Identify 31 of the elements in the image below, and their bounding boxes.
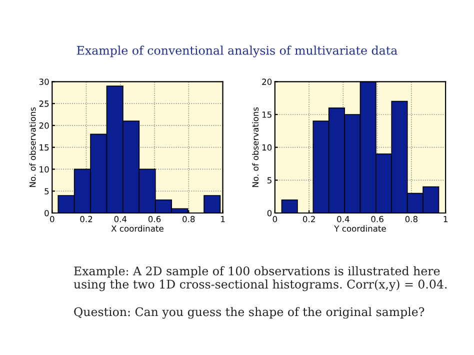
y-tick-label: 30	[39, 78, 49, 85]
y-axis-title: No. of observations	[252, 107, 259, 187]
x-tick-label: 1	[444, 216, 448, 222]
y-tick-label: 10	[40, 166, 49, 172]
chart-title: Example of conventional analysis of multivariate data	[76, 46, 398, 58]
x-tick-label: 0.6	[148, 216, 161, 222]
y-tick-label: 25	[39, 100, 49, 107]
x-tick-label: 0	[50, 216, 54, 222]
x-tick-label: 0.8	[182, 216, 195, 222]
y-tick-label: 20	[39, 122, 49, 129]
x-axis-title: Y coordinate	[334, 225, 386, 232]
y-axis-title: No. of observations	[29, 107, 36, 187]
x-tick-label: 0	[272, 216, 278, 222]
x-tick-label: 0.6	[371, 216, 384, 222]
x-tick-label: 0.4	[337, 216, 350, 222]
x-tick-label: 0.4	[114, 216, 127, 222]
y-tick-label: 5	[267, 177, 272, 184]
x-tick-label: 0.8	[405, 216, 418, 222]
y-tick-label: 0	[267, 210, 272, 216]
x-axis-title: X coordinate	[111, 225, 164, 232]
y-tick-label: 10	[262, 144, 272, 151]
y-tick-label: 15	[262, 112, 272, 118]
y-tick-label: 15	[40, 144, 49, 151]
y-tick-label: 20	[262, 78, 272, 85]
y-tick-label: 0	[44, 210, 49, 216]
x-tick-label: 0.2	[80, 216, 92, 222]
x-tick-label: 0.2	[302, 216, 315, 222]
text: Question: Can you guess the shape of the original sample?	[74, 307, 424, 319]
x-tick-label: 1	[221, 216, 225, 222]
y-tick-label: 5	[44, 188, 49, 194]
text: Example: A 2D sample of 100 observations is illustrated here using the two 1D cross-sectional histograms. Corr(x,y) = 0.04.	[74, 266, 447, 292]
